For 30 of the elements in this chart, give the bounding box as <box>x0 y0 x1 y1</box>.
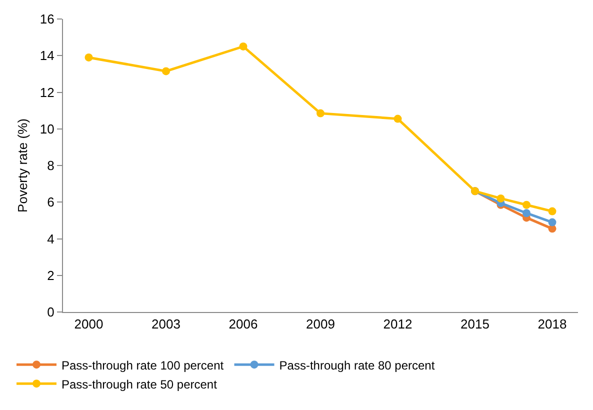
point <box>522 209 530 218</box>
x-tick-label: 2018 <box>538 316 567 332</box>
point <box>239 42 248 50</box>
y-tick-label: 12 <box>40 84 54 100</box>
x-tick-label: 2000 <box>74 316 104 332</box>
legend-label: Pass-through rate 50 percent <box>62 377 218 392</box>
x-tick-label: 2003 <box>152 316 180 332</box>
y-tick-label: 14 <box>40 48 54 64</box>
legend-label: Pass-through rate 100 percent <box>62 358 224 372</box>
x-tick-label: 2015 <box>460 316 490 332</box>
point <box>316 109 324 118</box>
point <box>548 207 556 216</box>
y-tick-label: 4 <box>47 231 54 246</box>
y-axis-title: Poverty rate (%) <box>15 118 30 212</box>
point <box>522 200 530 209</box>
y-tick-label: 6 <box>47 194 54 210</box>
point <box>162 67 170 76</box>
y-tick-label: 16 <box>40 12 54 27</box>
point <box>548 218 556 226</box>
legend-label: Pass-through rate 80 percent <box>279 358 436 372</box>
point <box>84 53 93 62</box>
point <box>496 194 505 202</box>
y-tick-label: 10 <box>40 121 54 136</box>
point <box>394 114 402 123</box>
y-tick-label: 0 <box>47 304 54 320</box>
x-tick-label: 2012 <box>383 316 412 332</box>
y-tick-label: 2 <box>47 268 54 283</box>
x-tick-label: 2006 <box>228 316 258 332</box>
x-tick-label: 2009 <box>306 316 335 332</box>
y-tick-label: 8 <box>47 158 54 174</box>
